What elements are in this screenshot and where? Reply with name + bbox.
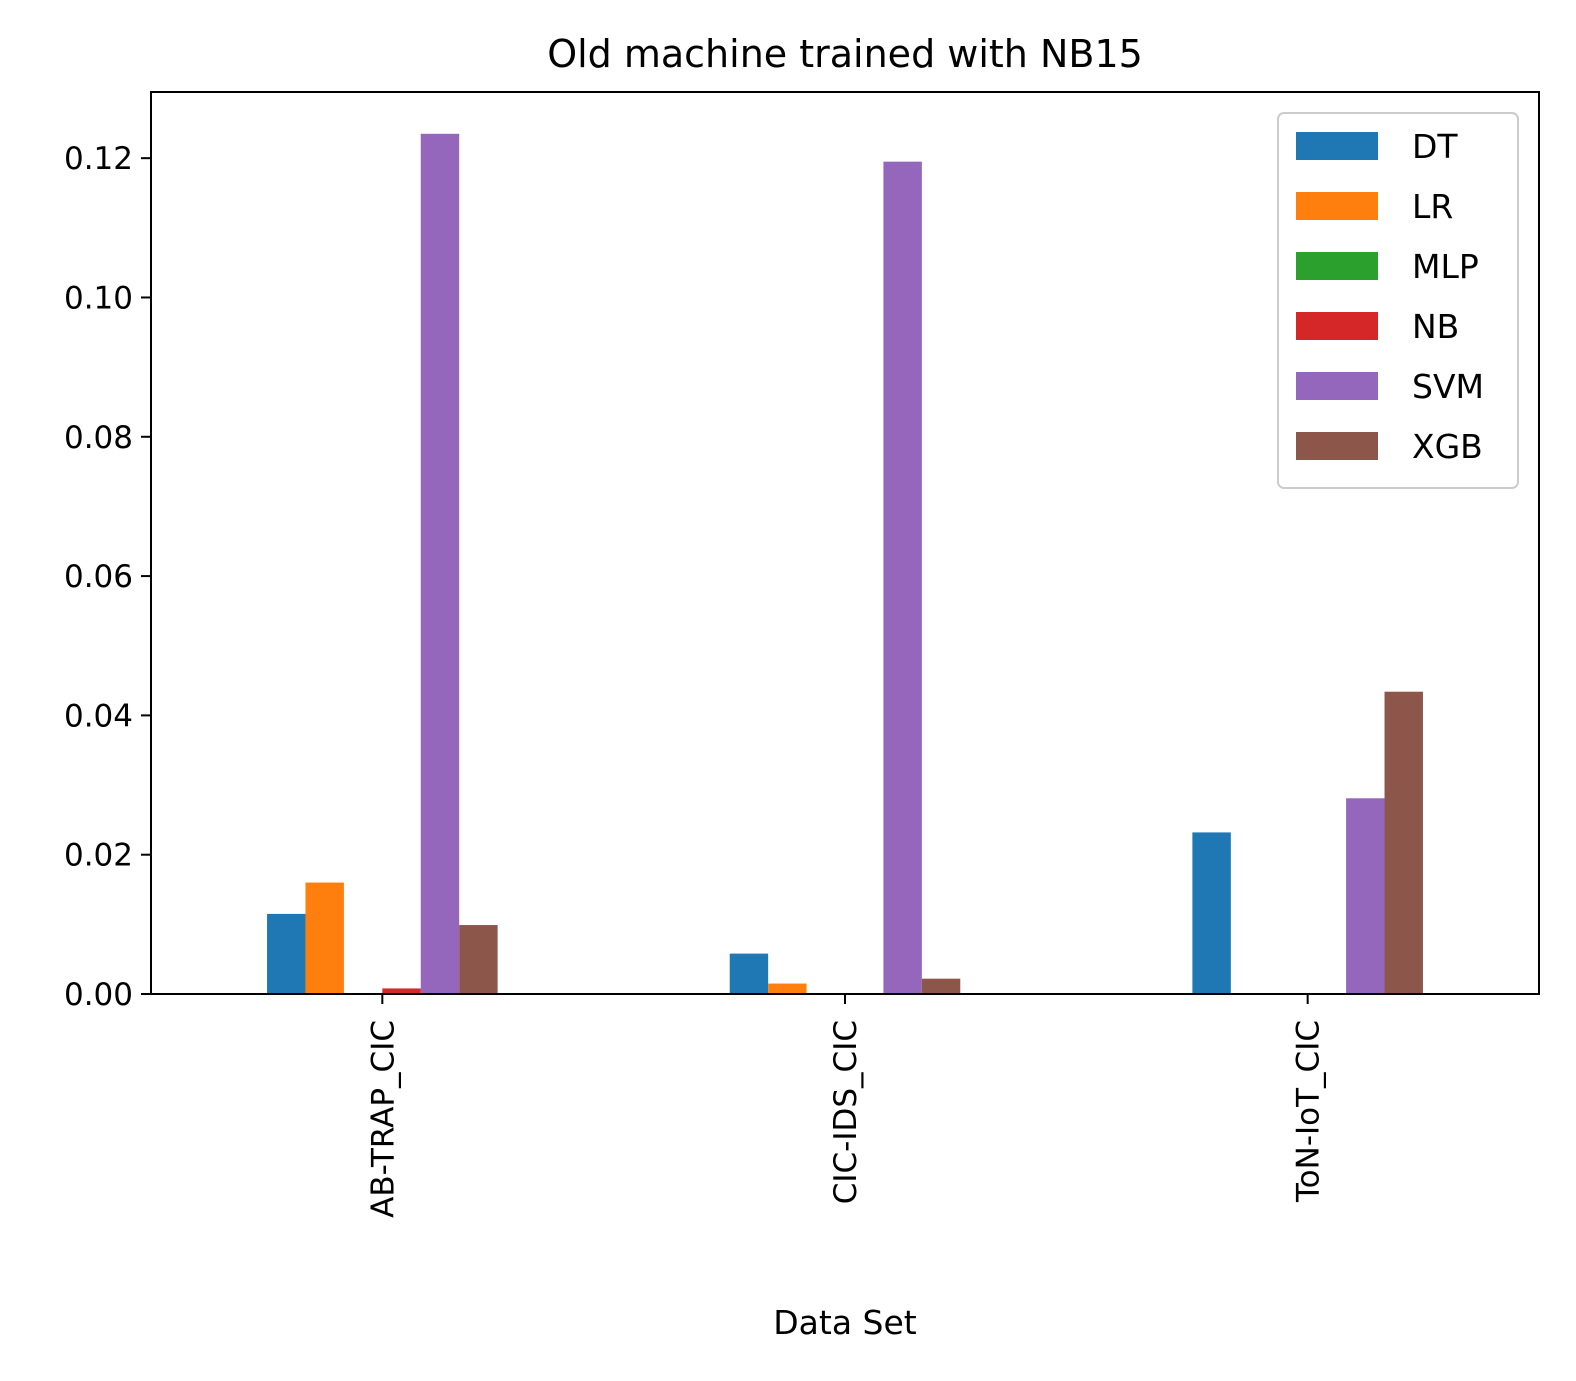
bar-lr-cic-ids_cic: [768, 983, 807, 994]
y-tick-label: 0.00: [64, 977, 133, 1013]
bar-svm-ton-iot_cic: [1346, 798, 1385, 994]
legend-label-nb: NB: [1412, 307, 1459, 346]
legend-label-svm: SVM: [1412, 367, 1484, 406]
y-tick-label: 0.04: [64, 698, 133, 734]
plot-frame: [150, 91, 1540, 995]
legend-label-xgb: XGB: [1412, 427, 1483, 466]
legend-swatch-lr: [1296, 192, 1378, 220]
chart-title: Old machine trained with NB15: [547, 32, 1143, 76]
bar-svm-cic-ids_cic: [883, 161, 922, 994]
legend-label-lr: LR: [1412, 187, 1453, 226]
legend-swatch-nb: [1296, 312, 1378, 340]
x-axis: AB-TRAP_CIC CIC-IDS_CIC ToN-IoT_CIC: [365, 994, 1327, 1218]
bar-dt-ton-iot_cic: [1192, 832, 1231, 994]
legend-swatch-dt: [1296, 132, 1378, 160]
x-axis-label: Data Set: [773, 1303, 917, 1342]
bars: [267, 133, 1423, 994]
x-tick-label: ToN-IoT_CIC: [1291, 1020, 1327, 1203]
y-tick-label: 0.02: [64, 838, 133, 874]
legend-label-mlp: MLP: [1412, 247, 1479, 286]
x-tick-label: CIC-IDS_CIC: [828, 1020, 864, 1204]
bar-xgb-cic-ids_cic: [921, 978, 961, 994]
y-tick-label: 0.10: [64, 280, 133, 316]
y-axis: 0.00 0.02 0.04 0.06 0.08 0.10 0.12: [64, 141, 151, 1013]
bar-dt-cic-ids_cic: [729, 953, 769, 994]
legend-swatch-svm: [1296, 372, 1378, 400]
bar-xgb-ab-trap_cic: [459, 925, 498, 994]
y-tick-label: 0.08: [64, 420, 133, 456]
bar-lr-ab-trap_cic: [305, 882, 344, 994]
y-tick-label: 0.12: [64, 141, 133, 177]
legend-label-dt: DT: [1412, 127, 1458, 166]
bar-nb-ab-trap_cic: [382, 988, 421, 994]
legend-swatch-xgb: [1296, 432, 1378, 460]
bar-svm-ab-trap_cic: [420, 133, 460, 994]
y-tick-label: 0.06: [64, 559, 133, 595]
legend: DT LR MLP NB SVM XGB: [1277, 112, 1519, 489]
bar-xgb-ton-iot_cic: [1384, 691, 1423, 994]
x-tick-label: AB-TRAP_CIC: [365, 1020, 401, 1218]
legend-swatch-mlp: [1296, 252, 1378, 280]
bar-dt-ab-trap_cic: [267, 913, 306, 994]
